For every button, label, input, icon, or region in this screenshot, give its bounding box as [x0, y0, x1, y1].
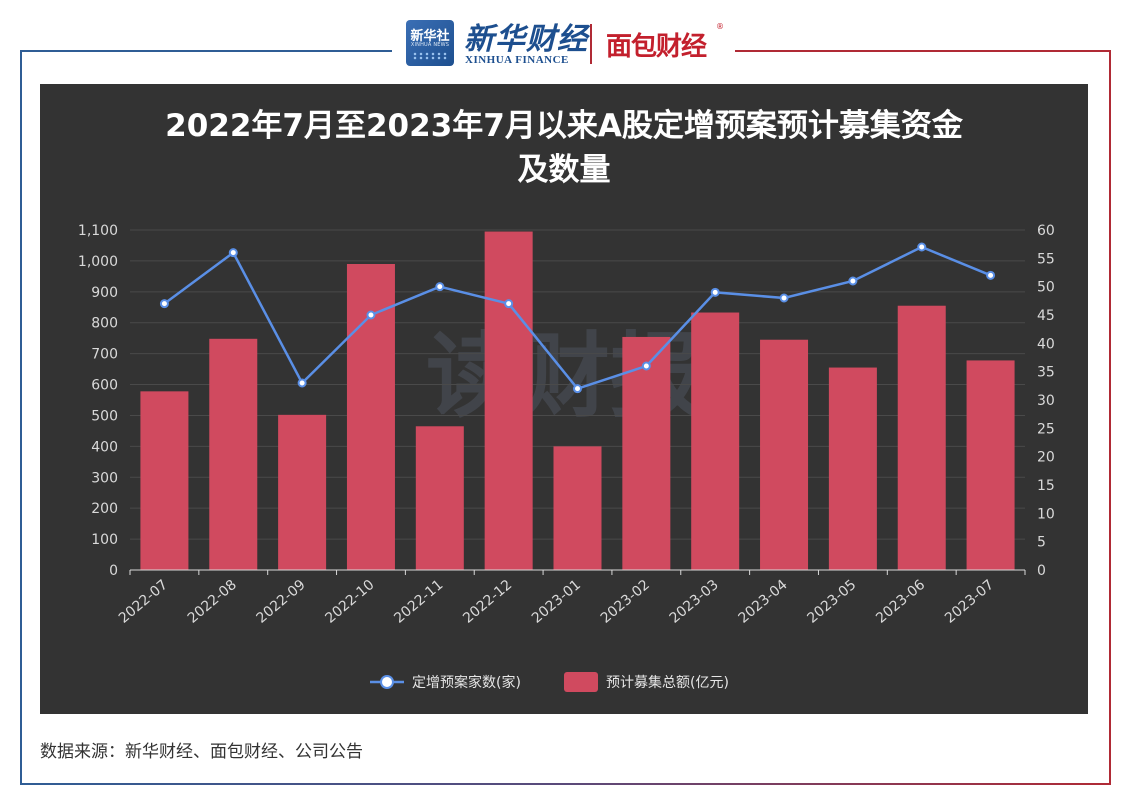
x-axis-tick-label: 2022-10: [322, 577, 377, 627]
x-axis-tick-label: 2023-04: [736, 577, 791, 627]
right-axis-tick-label: 45: [1037, 308, 1055, 324]
bar[interactable]: [828, 367, 877, 570]
frame-left-border: [20, 50, 22, 785]
frame-top-left-border: [20, 50, 392, 52]
line-point[interactable]: [504, 299, 514, 309]
line-point[interactable]: [228, 248, 238, 258]
right-axis-tick-label: 60: [1037, 223, 1055, 239]
partner-brand-logo: 面包财经: [606, 32, 707, 62]
chart-title-line1: 2022年7月至2023年7月以来A股定增预案预计募集资金: [165, 108, 963, 144]
x-axis-tick-label: 2022-07: [116, 577, 171, 627]
line-point[interactable]: [917, 242, 927, 252]
left-axis-tick-label: 400: [91, 439, 118, 455]
right-axis-tick-label: 55: [1037, 251, 1055, 267]
x-axis-tick-label: 2023-06: [873, 577, 928, 627]
chart-title: 2022年7月至2023年7月以来A股定增预案预计募集资金 及数量: [40, 104, 1088, 192]
line-point[interactable]: [986, 270, 996, 280]
right-axis-tick-label: 40: [1037, 336, 1055, 352]
bar[interactable]: [897, 305, 946, 570]
line-point[interactable]: [641, 361, 651, 371]
left-axis-tick-label: 300: [91, 470, 118, 486]
frame-bottom-border: [20, 783, 1111, 785]
logo-network-pattern: [412, 52, 448, 60]
right-axis-tick-label: 15: [1037, 478, 1055, 494]
right-axis-tick-label: 10: [1037, 506, 1055, 522]
left-axis-tick-label: 200: [91, 501, 118, 517]
chart-svg: 读财报 01002003004005006007008009001,0001,1…: [78, 223, 1055, 692]
left-axis-tick-label: 0: [109, 563, 118, 579]
bar[interactable]: [553, 446, 602, 570]
bar[interactable]: [760, 339, 809, 570]
bar[interactable]: [278, 414, 327, 570]
brand-separator: [590, 24, 592, 64]
x-axis-tick-label: 2023-05: [804, 577, 859, 627]
line-point[interactable]: [366, 310, 376, 320]
bar[interactable]: [415, 426, 464, 570]
brand-name-en: XINHUA FINANCE: [465, 54, 569, 66]
x-axis-tick-label: 2022-09: [254, 577, 309, 627]
bar[interactable]: [966, 360, 1015, 570]
left-axis-tick-label: 900: [91, 285, 118, 301]
line-point[interactable]: [297, 378, 307, 388]
line-point[interactable]: [710, 287, 720, 297]
data-source-note: 数据来源：新华财经、面包财经、公司公告: [40, 742, 363, 762]
legend-bar-swatch: [564, 672, 598, 692]
x-axis-tick-label: 2023-07: [942, 577, 997, 627]
right-axis-tick-label: 20: [1037, 450, 1055, 466]
left-axis-tick-label: 700: [91, 347, 118, 363]
registered-mark: ®: [716, 22, 724, 31]
right-axis-tick-label: 30: [1037, 393, 1055, 409]
bar[interactable]: [346, 264, 395, 570]
left-axis-tick-label: 100: [91, 532, 118, 548]
logo-badge-subtext: XINHUA NEWS: [410, 42, 450, 48]
left-axis-tick-label: 500: [91, 408, 118, 424]
right-axis-tick-label: 25: [1037, 421, 1055, 437]
legend-label-amount[interactable]: 预计募集总额(亿元): [606, 674, 729, 691]
chart-title-line2: 及数量: [517, 152, 611, 188]
left-axis-tick-label: 600: [91, 378, 118, 394]
left-axis-tick-label: 1,100: [78, 223, 118, 239]
frame-right-border: [1109, 50, 1111, 785]
x-axis-tick-label: 2022-08: [185, 577, 240, 627]
right-axis-tick-label: 5: [1037, 535, 1046, 551]
line-point[interactable]: [848, 276, 858, 286]
right-axis-tick-label: 50: [1037, 280, 1055, 296]
legend: 定增预案家数(家) 预计募集总额(亿元): [370, 672, 729, 692]
x-axis-tick-label: 2023-03: [667, 577, 722, 627]
left-axis-tick-label: 1,000: [78, 254, 118, 270]
right-axis-tick-label: 35: [1037, 365, 1055, 381]
brand-name-cn: 新华财经: [464, 22, 588, 57]
x-axis-tick-label: 2023-01: [529, 577, 584, 627]
legend-label-count[interactable]: 定增预案家数(家): [412, 674, 521, 691]
line-point[interactable]: [779, 293, 789, 303]
bar[interactable]: [484, 231, 533, 570]
legend-line-marker: [380, 675, 394, 689]
bar[interactable]: [209, 338, 258, 570]
bar[interactable]: [140, 391, 189, 570]
line-point[interactable]: [159, 299, 169, 309]
line-point[interactable]: [573, 384, 582, 394]
bar[interactable]: [691, 312, 740, 570]
logo-badge-text: 新华社: [410, 29, 450, 44]
bar[interactable]: [622, 336, 671, 570]
right-axis-tick-label: 0: [1037, 563, 1046, 579]
xinhua-logo-icon: 新华社 XINHUA NEWS: [406, 20, 454, 66]
frame-top-right-border: [735, 50, 1111, 52]
line-series: [159, 242, 996, 394]
x-axis-tick-label: 2023-02: [598, 577, 653, 627]
x-axis-tick-label: 2022-12: [460, 577, 515, 627]
line-point[interactable]: [435, 282, 445, 292]
x-axis-tick-label: 2022-11: [391, 577, 446, 627]
left-axis-tick-label: 800: [91, 316, 118, 332]
bar-series: [140, 231, 1015, 570]
